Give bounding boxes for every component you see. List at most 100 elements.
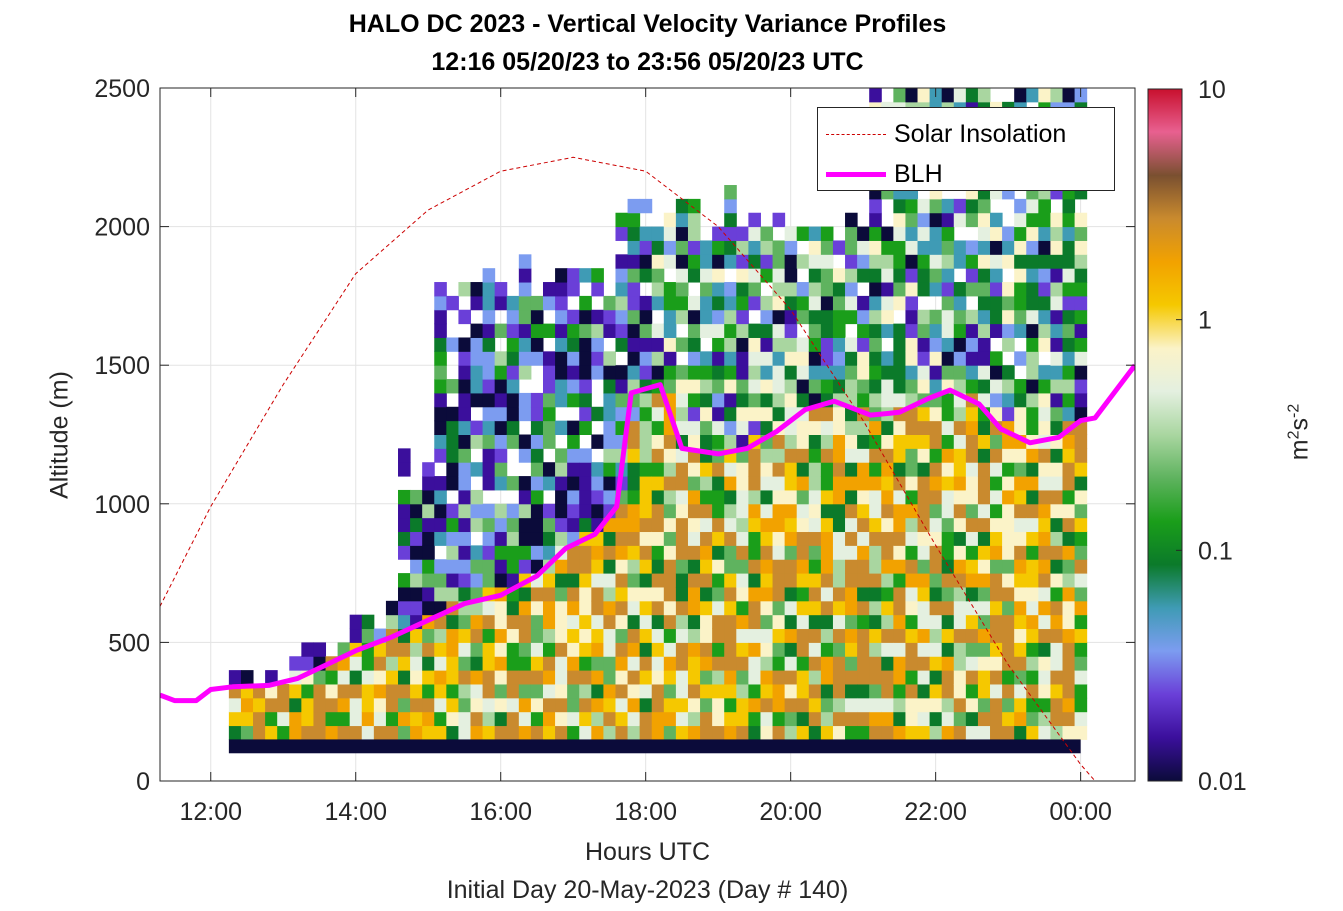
heatmap-cell <box>808 725 822 740</box>
heatmap-cell <box>470 392 484 408</box>
heatmap-cell <box>917 489 931 505</box>
heatmap-cell <box>591 489 604 505</box>
heatmap-cell <box>1038 309 1051 325</box>
heatmap-cell <box>434 323 447 338</box>
heatmap-cell <box>627 226 641 241</box>
heatmap-cell <box>893 614 906 630</box>
heatmap-cell <box>1050 254 1064 269</box>
heatmap-cell <box>808 711 822 727</box>
heatmap-cell <box>639 295 653 311</box>
heatmap-cell <box>1062 198 1076 214</box>
heatmap-cell <box>917 309 931 325</box>
heatmap-cell <box>458 489 472 505</box>
heatmap-cell <box>941 226 955 241</box>
heatmap-cell <box>579 545 592 560</box>
heatmap-cell <box>675 697 689 713</box>
heatmap-cell <box>917 600 931 616</box>
heatmap-cell <box>591 573 604 588</box>
heatmap-cell <box>977 670 991 685</box>
heatmap-cell <box>748 476 761 491</box>
heatmap-cell <box>977 295 991 311</box>
heatmap-cell <box>977 614 991 630</box>
heatmap-cell <box>941 503 955 519</box>
heatmap-cell <box>506 670 520 685</box>
heatmap-cell <box>663 295 677 311</box>
heatmap-cell <box>784 683 798 699</box>
heatmap-cell <box>736 642 749 657</box>
heatmap-cell <box>1026 559 1039 574</box>
heatmap-cell <box>591 545 604 560</box>
heatmap-cell <box>1050 683 1064 699</box>
heatmap-cell <box>1014 323 1027 338</box>
heatmap-cell <box>687 295 701 311</box>
heatmap-cell <box>470 434 484 449</box>
heatmap-cell <box>941 420 955 435</box>
heatmap-cell <box>760 226 774 241</box>
heatmap-cell <box>627 240 641 255</box>
heatmap-cell <box>1038 365 1051 380</box>
heatmap-cell <box>434 337 447 352</box>
heatmap-cell <box>639 573 653 588</box>
heatmap-cell <box>965 476 979 491</box>
initial-day-label: Initial Day 20-May-2023 (Day # 140) <box>446 876 849 904</box>
heatmap-cell <box>555 670 568 685</box>
heatmap-cell <box>530 683 544 699</box>
heatmap-cell <box>953 323 967 338</box>
heatmap-cell <box>663 628 677 643</box>
heatmap-cell <box>1062 711 1076 727</box>
heatmap-cell <box>869 254 882 269</box>
heatmap-cell <box>627 517 641 533</box>
heatmap-cell <box>990 517 1003 533</box>
heatmap-cell <box>760 614 774 630</box>
heatmap-cell <box>845 476 858 491</box>
heatmap-cell <box>422 600 435 616</box>
heatmap-cell <box>941 268 955 283</box>
heatmap-cell <box>579 392 592 408</box>
heatmap-cell <box>1026 379 1039 394</box>
heatmap-cell <box>434 379 447 394</box>
heatmap-cell <box>470 323 484 338</box>
heatmap-cell <box>712 254 725 269</box>
heatmap-cell <box>518 711 532 727</box>
heatmap-cell <box>736 365 749 380</box>
heatmap-cell <box>712 517 725 533</box>
heatmap-cell <box>990 725 1003 740</box>
heatmap-cell <box>724 476 737 491</box>
heatmap-cell <box>857 323 870 338</box>
heatmap-cell <box>784 531 798 546</box>
heatmap-cell <box>422 683 435 699</box>
heatmap-cell <box>1074 697 1088 713</box>
heatmap-cell <box>929 420 943 435</box>
heatmap-cell <box>579 420 592 435</box>
heatmap-cell <box>832 517 846 533</box>
heatmap-cell <box>506 295 520 311</box>
heatmap-cell <box>796 379 810 394</box>
heatmap-cell <box>579 365 592 380</box>
heatmap-cell <box>965 351 979 366</box>
heatmap-cell <box>990 392 1003 408</box>
heatmap-cell <box>410 628 423 643</box>
heatmap-cell <box>724 531 737 546</box>
heatmap-cell <box>1038 489 1051 505</box>
heatmap-cell <box>627 628 641 643</box>
heatmap-cell <box>748 545 761 560</box>
heatmap-cell <box>832 448 846 463</box>
heatmap-cell <box>325 725 339 740</box>
heatmap-cell <box>470 683 484 699</box>
heatmap-cell <box>1062 586 1076 602</box>
heatmap-cell <box>337 670 351 685</box>
heatmap-cell <box>639 614 653 630</box>
heatmap-cell <box>1026 697 1039 713</box>
heatmap-cell <box>736 545 749 560</box>
heatmap-cell <box>845 448 858 463</box>
heatmap-cell <box>240 711 254 727</box>
heatmap-cell <box>977 559 991 574</box>
heatmap-cell <box>941 614 955 630</box>
heatmap-cell <box>446 406 459 422</box>
heatmap-cell <box>603 697 616 713</box>
heatmap-cell <box>1074 545 1088 560</box>
heatmap-cell <box>603 545 616 560</box>
heatmap-cell <box>240 697 254 713</box>
heatmap-cell <box>434 392 447 408</box>
heatmap-cell <box>893 295 906 311</box>
